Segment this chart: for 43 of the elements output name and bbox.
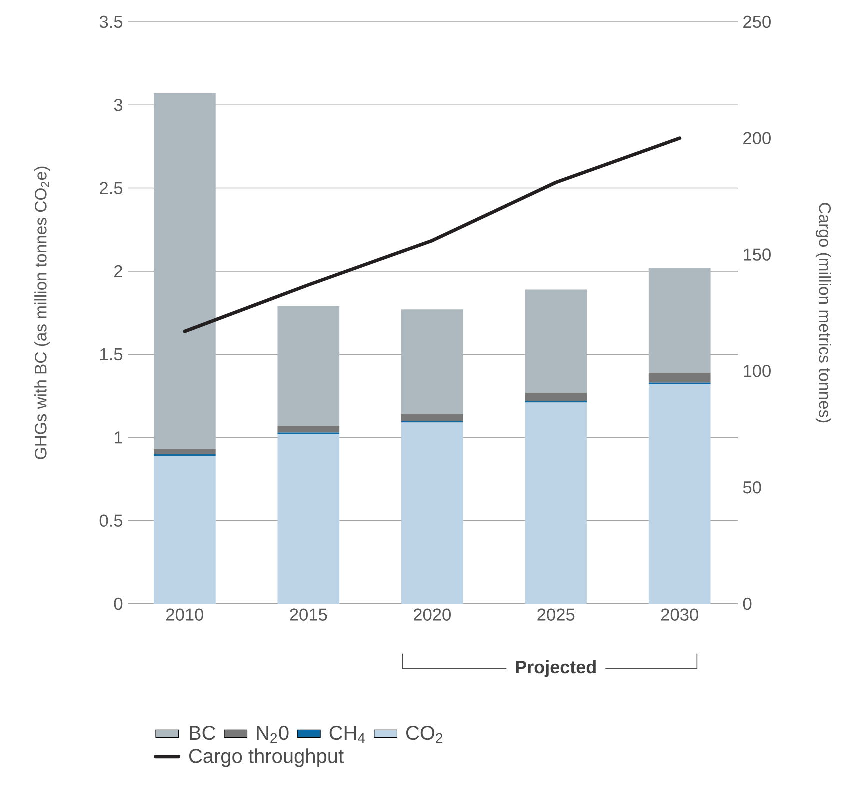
bar	[525, 392, 588, 402]
y-tick-label: 1.5	[100, 348, 123, 361]
x-tick-label: 2030	[661, 608, 698, 621]
bar	[401, 310, 464, 414]
bar	[648, 384, 711, 604]
bar	[278, 306, 340, 426]
y-tick-label: 1	[114, 432, 122, 444]
y2-tick-label: 100	[744, 365, 771, 378]
bar	[154, 94, 216, 450]
bar	[401, 422, 464, 604]
y-tick-label: 0	[114, 598, 123, 610]
y2-axis-title: Cargo (million metrics tonnes)	[816, 203, 832, 423]
y-tick-label: 3	[114, 99, 123, 112]
legend-label: Cargo throughput	[189, 748, 344, 768]
y-tick-label: 2.5	[100, 182, 123, 194]
y2-tick-label: 50	[743, 481, 762, 494]
bar	[154, 456, 216, 604]
bar	[154, 449, 216, 454]
y-tick-label: 2	[114, 265, 122, 278]
line-series	[183, 136, 682, 334]
legend-label: N$_{2}$0	[257, 726, 289, 744]
x-tick-label: 2020	[414, 608, 451, 621]
y2-tick-label: 250	[744, 16, 771, 28]
bar	[648, 372, 711, 383]
bar	[278, 426, 340, 433]
x-tick-label: 2010	[166, 608, 204, 621]
text: Projected	[516, 660, 596, 678]
y-tick-label: 0.5	[100, 514, 123, 527]
bar	[525, 290, 588, 393]
y2-tick-label: 150	[744, 248, 771, 261]
bar	[525, 402, 588, 604]
x-tick-label: 2015	[290, 608, 328, 621]
bar	[278, 434, 340, 604]
y2-tick-label: 200	[744, 132, 771, 145]
legend-label: CH$_{4}$	[330, 726, 366, 743]
y-axis-title: GHGs with BC (as million tonnes CO$_{2}$e)	[34, 166, 50, 460]
legend-label: CO$_{2}$	[406, 726, 443, 744]
bar	[648, 268, 711, 373]
y-tick-label: 3.5	[100, 16, 123, 28]
legend-label: BC	[190, 726, 216, 740]
bar	[401, 414, 464, 422]
y2-tick-label: 0	[743, 598, 752, 610]
x-tick-label: 2025	[538, 608, 575, 621]
